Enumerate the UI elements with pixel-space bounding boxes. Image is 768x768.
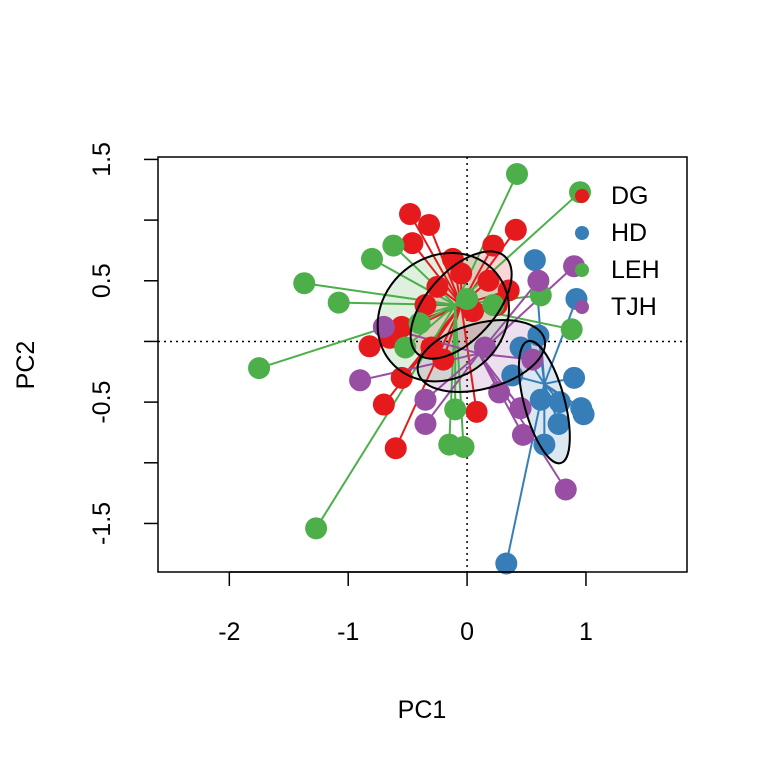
point-leh-5 [327,291,350,314]
point-hd-11 [533,433,556,456]
point-tjh-1 [527,269,550,292]
legend-marker-tjh [575,300,589,314]
y-tick-label-4: 0.5 [88,263,116,298]
legend: DG HD LEH TJH [575,182,660,321]
point-leh-9 [482,294,505,317]
point-dg-8 [477,269,500,292]
point-tjh-3 [414,388,437,411]
point-leh-2 [382,234,405,257]
link-tjh-3 [424,352,480,401]
legend-label-tjh: TJH [611,293,657,321]
point-dg-17 [372,393,395,416]
point-leh-7 [560,318,583,341]
legend-label-hd: HD [611,219,647,247]
ellipse-outline-dg [409,250,513,360]
link-dg-18 [394,304,463,449]
point-leh-15 [452,436,475,459]
point-tjh-7 [554,478,577,501]
point-leh-3 [360,247,383,270]
point-hd-5 [563,366,586,389]
point-dg-16 [390,366,413,389]
x-tick-label-0: -2 [218,618,240,646]
link-hd-12 [505,383,546,564]
point-tjh-2 [349,369,372,392]
point-hd-0 [523,249,546,272]
point-dg-19 [465,400,488,423]
point-dg-0 [399,203,422,226]
link-tjh-4 [424,352,480,425]
point-hd-6 [529,388,552,411]
point-tjh-9 [473,336,496,359]
link-leh-3 [371,258,456,306]
point-dg-1 [418,213,441,236]
point-hd-10 [547,412,570,435]
point-dg-18 [384,437,407,460]
link-dg-0 [409,213,463,306]
point-tjh-4 [414,412,437,435]
point-hd-9 [572,403,595,426]
legend-marker-leh [575,263,589,277]
y-tick-label-2: -0.5 [88,381,116,424]
link-leh-2 [392,244,456,306]
link-dg-2 [411,242,462,306]
y-tick-label-6: 1.5 [88,142,116,177]
point-dg-7 [426,275,449,298]
point-leh-16 [305,517,328,540]
x-tick-label-2: 0 [460,618,474,646]
point-dg-13 [358,335,381,358]
point-leh-13 [444,398,467,421]
link-leh-15 [454,304,465,448]
ellipse-outline-tjh [416,319,547,393]
point-dg-6 [450,262,473,285]
ellipse-outline-leh [376,251,510,383]
point-leh-0 [506,162,529,185]
point-tjh-11 [372,315,395,338]
link-tjh-0 [478,265,575,355]
point-dg-2 [401,232,424,255]
point-leh-12 [248,357,271,380]
ellipse-outline-hd [517,339,571,465]
ellipse-outline-layer [376,250,571,465]
point-tjh-6 [511,423,534,446]
axes-layer: -2 -1 0 1 -1.5 -0.5 0.5 1.5 [88,142,688,646]
link-leh-1 [454,191,581,306]
point-dg-4 [504,218,527,241]
link-tjh-7 [478,353,567,491]
link-tjh-2 [359,352,480,382]
y-axis-label: PC2 [12,341,40,390]
link-leh-14 [448,304,457,445]
x-tick-label-1: -1 [337,618,359,646]
legend-label-dg: DG [611,182,649,210]
point-hd-7 [548,391,571,414]
point-tjh-10 [521,348,544,371]
centroid-links-layer [258,173,585,564]
link-dg-19 [460,304,478,412]
link-hd-1 [543,298,578,385]
legend-label-leh: LEH [611,256,660,284]
y-tick-label-0: -1.5 [88,502,116,545]
legend-marker-hd [575,226,589,240]
point-leh-4 [293,272,316,295]
point-dg-10 [414,294,437,317]
point-leh-8 [456,287,479,310]
x-tick-label-3: 1 [579,618,593,646]
legend-marker-dg [575,189,589,203]
point-hd-12 [495,552,518,575]
x-axis-label: PC1 [398,696,447,724]
